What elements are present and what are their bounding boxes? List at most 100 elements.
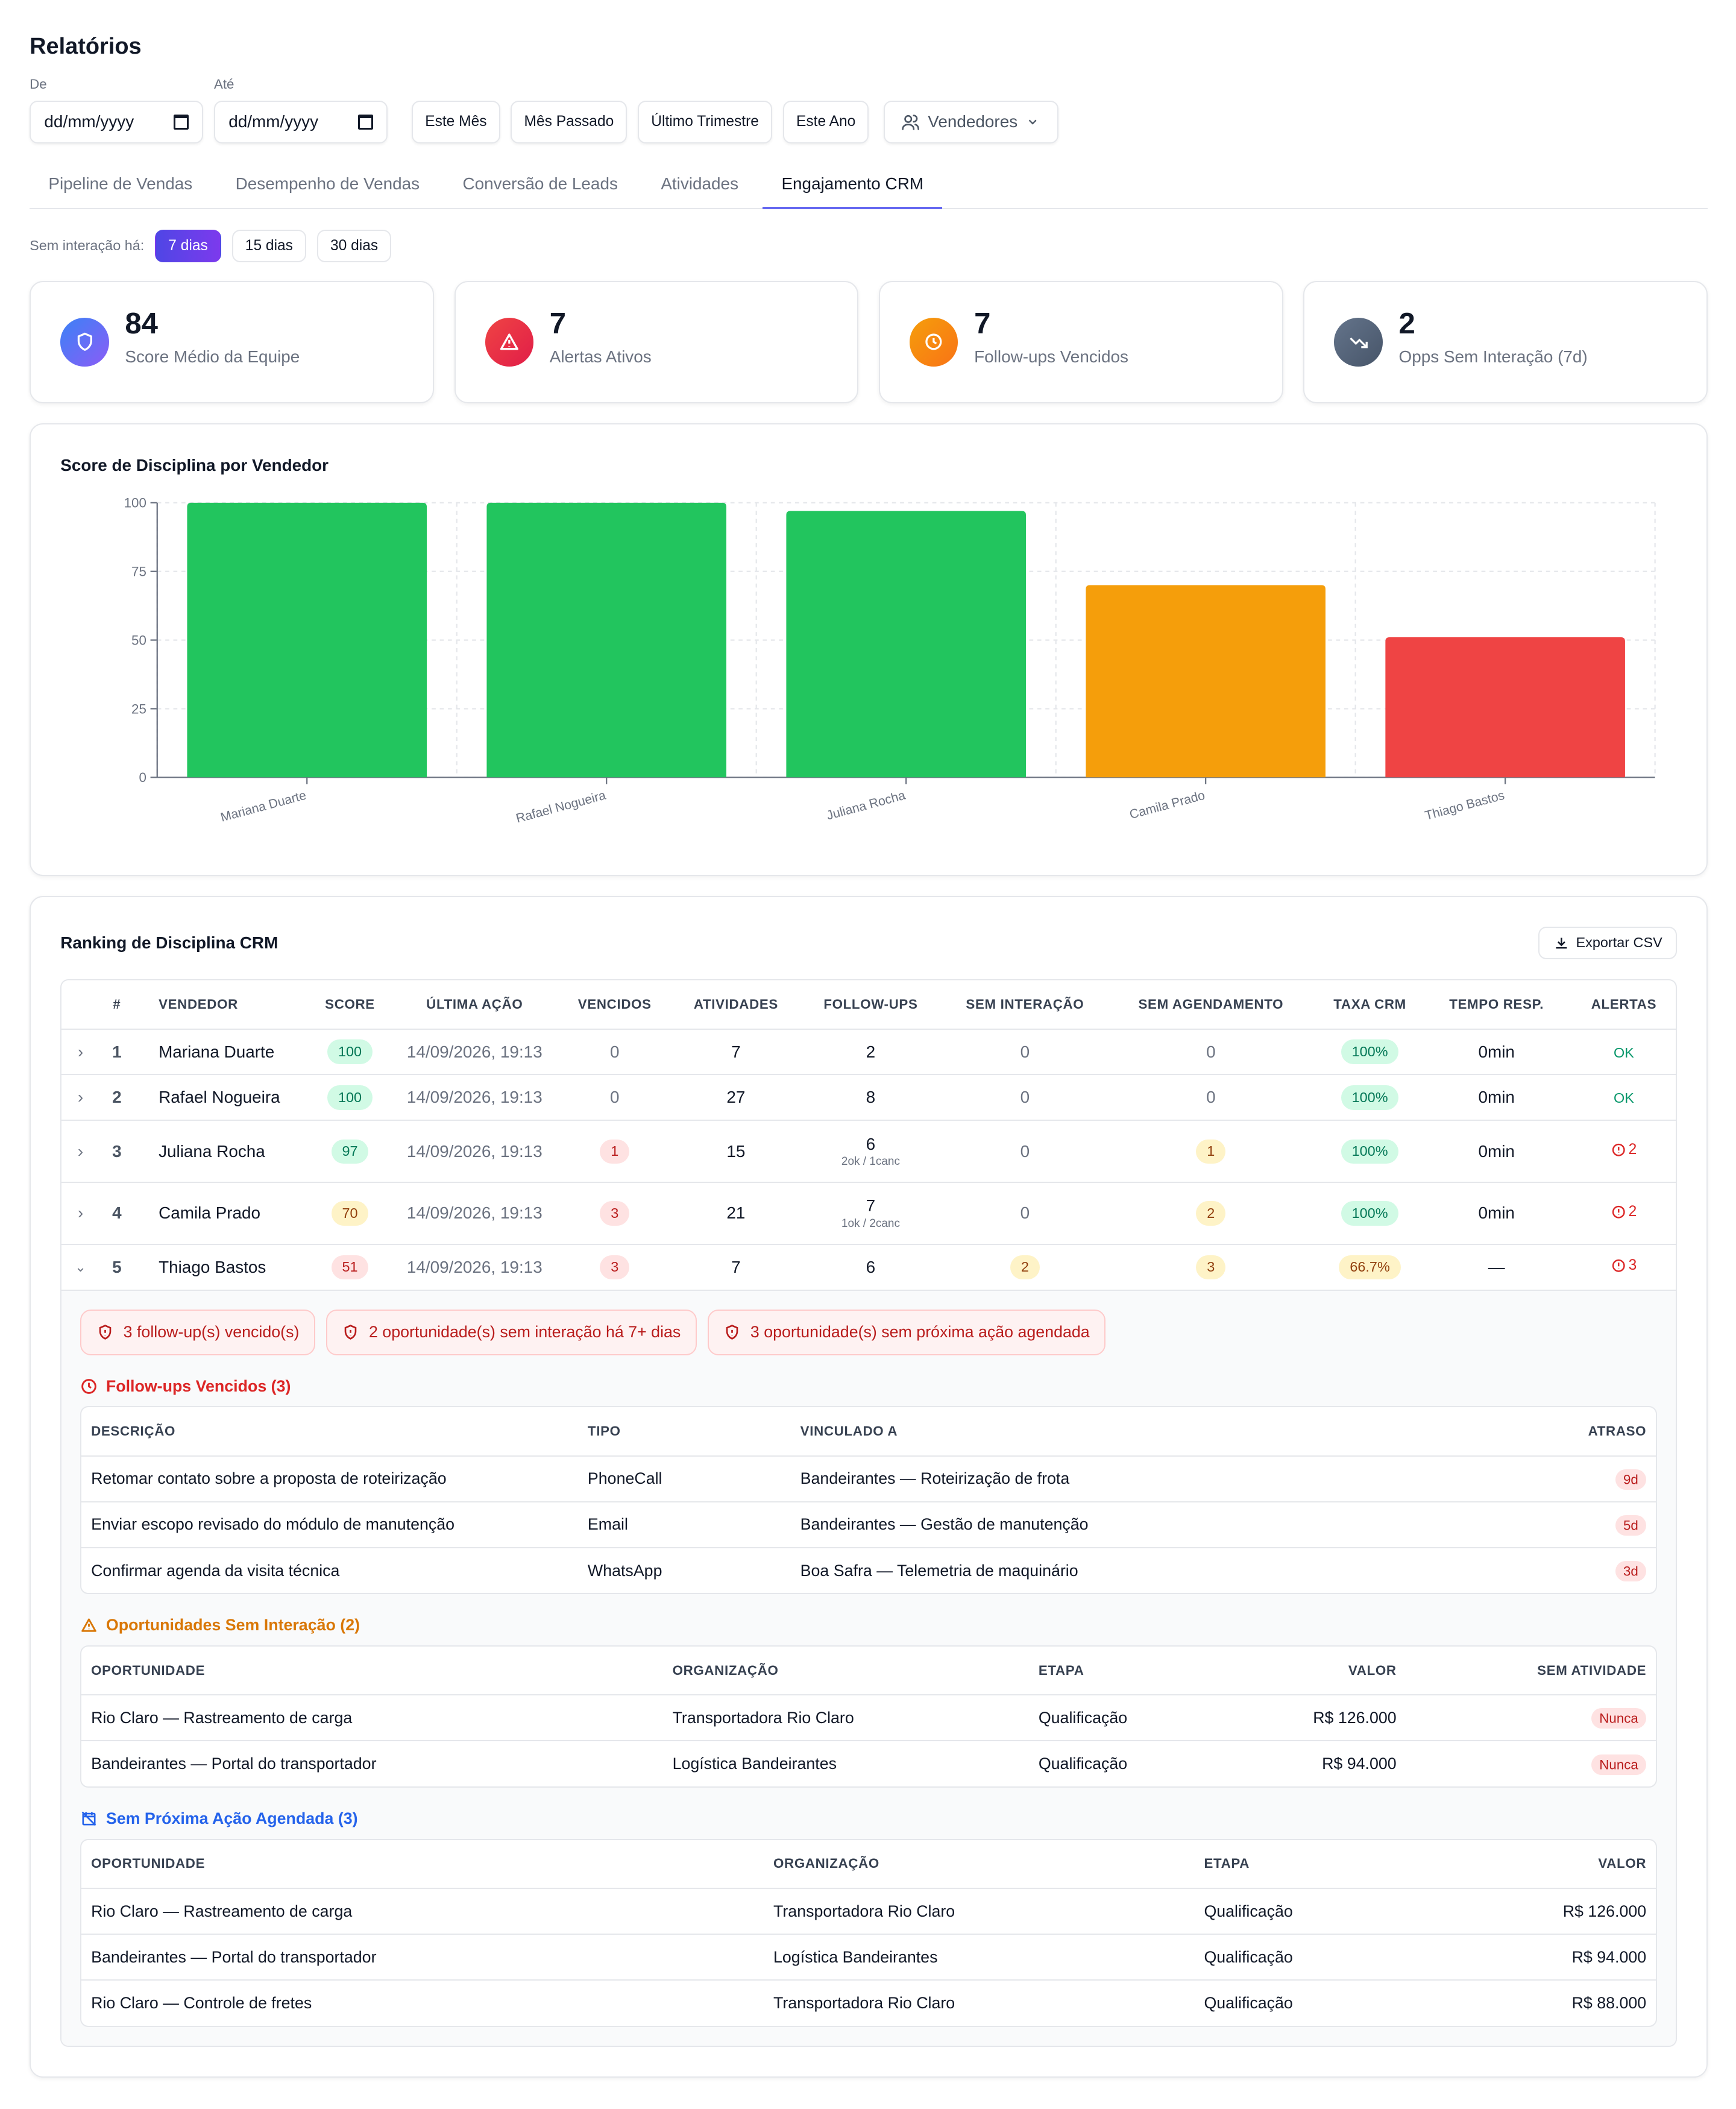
to-date-placeholder: dd/mm/yyyy [228,112,319,131]
table-row[interactable]: Enviar escopo revisado do módulo de manu… [81,1501,1656,1548]
chip-15-days[interactable]: 15 dias [231,229,307,262]
x-tick-label: Camila Prado [1128,789,1207,822]
cell-linked-to: Bandeirantes — Gestão de manutenção [791,1501,1400,1548]
kpi-active-alerts: 7 Alertas Ativos [454,280,859,403]
alert-circle-icon [1612,1205,1625,1218]
cell-stage: Qualificação [1204,1993,1293,2012]
cell-opportunity: Bandeirantes — Portal do transportador [81,1934,764,1981]
ranking-table: # VENDEDOR SCORE ÚLTIMA AÇÃO VENCIDOS AT… [60,979,1678,2048]
row-response-time: 0min [1421,1120,1572,1184]
tab-pipeline[interactable]: Pipeline de Vendas [48,174,193,194]
chart-title: Score de Disciplina por Vendedor [60,455,329,474]
col-delay: ATRASO [1399,1407,1656,1457]
table-row[interactable]: › 4 Camila Prado 70 14/09/2026, 19:13 3 … [61,1182,1676,1245]
row-rank: 1 [99,1029,134,1076]
row-seller: Rafael Nogueira [134,1074,303,1121]
cell-value: R$ 88.000 [1571,1993,1647,2012]
table-row[interactable]: › 3 Juliana Rocha 97 14/09/2026, 19:13 1… [61,1120,1676,1184]
row-response-time: 0min [1421,1182,1572,1245]
chevron-down-icon[interactable]: ⌄ [61,1244,99,1291]
kpi-value: 84 [125,307,158,341]
calendar-icon[interactable] [174,115,189,130]
alert-pill-text: 3 oportunidade(s) sem próxima ação agend… [750,1323,1090,1341]
alert-pill-text: 2 oportunidade(s) sem interação há 7+ di… [368,1323,681,1341]
score-badge: 70 [331,1201,369,1226]
tab-performance[interactable]: Desempenho de Vendas [235,174,420,194]
alert-count: 2 [1628,1141,1637,1158]
chip-7-days[interactable]: 7 dias [155,229,221,262]
no-activity-badge: Nunca [1591,1754,1647,1775]
sellers-select[interactable]: Vendedores [883,100,1059,144]
row-overdue: 1 [552,1120,678,1184]
table-row[interactable]: Rio Claro — Rastreamento de carga Transp… [81,1695,1656,1742]
cell-type: Email [578,1501,791,1548]
sellers-label: Vendedores [928,112,1018,131]
col-alerts: ALERTAS [1571,980,1676,1030]
ranking-card: Ranking de Disciplina CRM Exportar CSV #… [30,896,1708,2078]
seller-details-panel: 3 follow-up(s) vencido(s) 2 oportunidade… [61,1290,1676,2046]
cell-stage: Qualificação [1029,1695,1231,1742]
col-no-schedule: SEM AGENDAMENTO [1103,980,1319,1030]
row-seller: Thiago Bastos [134,1244,303,1291]
bar [1385,637,1626,778]
bar [486,502,727,778]
col-crm-rate: TAXA CRM [1318,980,1421,1030]
table-row[interactable]: › 1 Mariana Duarte 100 14/09/2026, 19:13… [61,1029,1676,1076]
row-seller: Juliana Rocha [134,1120,303,1184]
cell-linked-to: Boa Safra — Telemetria de maquinário [800,1561,1078,1580]
score-badge: 100 [327,1085,373,1110]
cell-opportunity: Rio Claro — Controle de fretes [91,1993,312,2012]
bar [786,511,1027,778]
chevron-right-icon[interactable]: › [61,1029,99,1076]
row-response-time: — [1421,1244,1572,1291]
alert-triangle-icon [81,1618,97,1632]
cell-organization: Logística Bandeirantes [764,1934,1195,1981]
from-date-input[interactable]: dd/mm/yyyy [30,100,204,144]
preset-this-year-button[interactable]: Este Ano [782,100,869,144]
calendar-icon[interactable] [358,115,373,130]
tab-crm-engagement[interactable]: Engajamento CRM [763,162,943,210]
download-icon [1555,938,1567,948]
preset-last-quarter-button[interactable]: Último Trimestre [638,100,773,144]
export-csv-button[interactable]: Exportar CSV [1538,927,1678,959]
cell-opportunity: Rio Claro — Rastreamento de carga [81,1888,764,1935]
table-row[interactable]: Bandeirantes — Portal do transportador L… [81,1741,1655,1786]
table-row[interactable]: Confirmar agenda da visita técnica Whats… [81,1548,1655,1594]
row-score: 51 [303,1244,397,1291]
row-alerts: 2 [1571,1182,1676,1245]
row-last-action: 14/09/2026, 19:13 [397,1029,552,1076]
table-row[interactable]: Rio Claro — Rastreamento de carga Transp… [81,1888,1656,1935]
table-row[interactable]: Retomar contato sobre a proposta de rote… [81,1455,1656,1502]
kpi-label: Follow-ups Vencidos [974,347,1128,366]
row-rank: 5 [99,1244,134,1291]
col-rank: # [99,980,134,1030]
chevron-right-icon[interactable]: › [61,1120,99,1184]
bar-chart: 0 25 50 75 100 Mariana Duarte Rafael Nogueira J… [124,496,1656,826]
col-response-time: TEMPO RESP. [1421,980,1572,1030]
to-date-input[interactable]: dd/mm/yyyy [213,100,388,144]
tab-lead-conversion[interactable]: Conversão de Leads [462,174,618,194]
row-activities: 21 [677,1182,795,1245]
table-row[interactable]: Bandeirantes — Portal do transportador L… [81,1934,1656,1981]
table-row[interactable]: ⌄ 5 Thiago Bastos 51 14/09/2026, 19:13 3… [61,1244,1676,1291]
cell-no-activity: Nunca [1406,1741,1655,1786]
chevron-right-icon[interactable]: › [61,1182,99,1245]
calendar-off-icon [82,1811,96,1826]
kpi-value: 7 [974,307,991,341]
tab-activities[interactable]: Atividades [661,174,739,194]
table-row[interactable]: Rio Claro — Controle de fretes Transport… [81,1980,1655,2026]
preset-last-month-button[interactable]: Mês Passado [511,100,627,144]
chevron-right-icon[interactable]: › [61,1074,99,1121]
cell-organization: Transportadora Rio Claro [773,1993,955,2012]
cell-value: R$ 126.000 [1423,1888,1656,1935]
preset-this-month-button[interactable]: Este Mês [412,100,500,144]
cell-value: R$ 126.000 [1231,1695,1406,1742]
chip-30-days[interactable]: 30 dias [316,229,392,262]
col-type: TIPO [578,1407,791,1457]
discipline-chart-card: Score de Disciplina por Vendedor 0 25 50 75… [30,423,1708,876]
table-row[interactable]: › 2 Rafael Nogueira 100 14/09/2026, 19:1… [61,1074,1676,1121]
followups-breakdown: 2ok / 1canc [841,1155,900,1168]
shield-alert-icon [345,1325,357,1340]
cell-opportunity: Bandeirantes — Portal do transportador [91,1754,377,1773]
row-activities: 27 [677,1074,795,1121]
